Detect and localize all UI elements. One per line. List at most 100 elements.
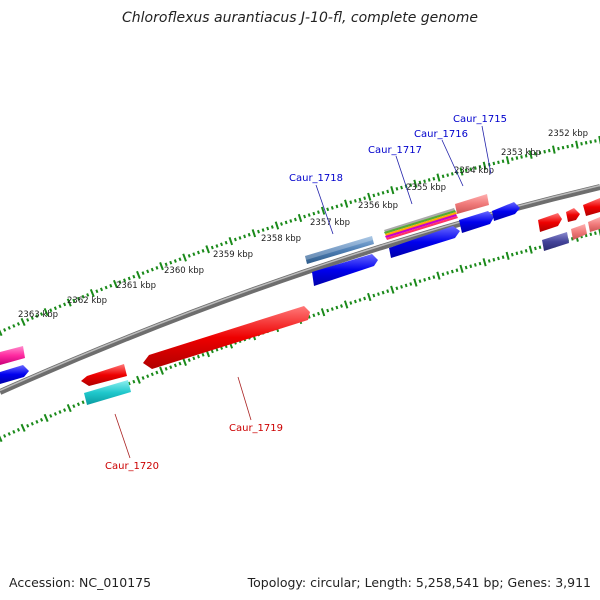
ruler-minor-tick (123, 278, 127, 283)
ruler-minor-tick (557, 146, 560, 151)
ruler-minor-tick (146, 374, 150, 378)
gene-pink-left[interactable] (0, 346, 25, 365)
ruler-major-tick (367, 192, 372, 201)
ruler-minor-tick (30, 422, 34, 426)
ruler-minor-tick (335, 305, 339, 310)
gene-navy-right[interactable] (542, 232, 569, 251)
ruler-outer (0, 135, 600, 337)
ruler-minor-tick (358, 197, 362, 202)
ruler-label-2355: 2355 kbp (406, 183, 446, 193)
ruler-minor-tick (164, 367, 168, 371)
ruler-label-2361: 2361 kbp (116, 281, 156, 291)
ruler-minor-tick (464, 168, 468, 173)
ruler-minor-tick (520, 155, 523, 159)
gene-salmon-right-b[interactable] (588, 217, 600, 232)
ruler-major-tick (112, 279, 118, 288)
ruler-minor-tick (594, 139, 597, 143)
ruler-minor-tick (95, 289, 99, 294)
ruler-minor-tick (178, 257, 182, 262)
gene-red-minus-a[interactable] (81, 364, 127, 386)
ruler-major-tick (552, 145, 556, 154)
ruler-major-tick (598, 135, 600, 145)
ruler-major-tick (274, 221, 280, 230)
ruler-minor-tick (534, 246, 537, 251)
ruler-minor-tick (53, 306, 57, 311)
gene-caur-1720[interactable] (84, 380, 131, 405)
gene-blue-plus-a[interactable] (312, 254, 378, 286)
ruler-minor-tick (30, 316, 34, 320)
ruler-minor-tick (104, 285, 108, 290)
gene-red-right-a[interactable] (538, 213, 562, 232)
ruler-minor-tick (201, 352, 205, 357)
ruler-minor-tick (427, 178, 431, 182)
ruler-major-tick (528, 245, 533, 254)
ruler-minor-tick (515, 251, 519, 256)
gene-caur-1718[interactable] (305, 236, 374, 264)
ruler-minor-tick (330, 205, 334, 210)
ruler-major-tick (505, 251, 510, 260)
ruler-minor-tick (450, 269, 454, 274)
gene-caur-1715[interactable] (492, 202, 520, 221)
ruler-minor-tick (192, 356, 196, 361)
ruler-major-tick (251, 229, 257, 238)
ruler-minor-tick (280, 222, 283, 226)
ruler-minor-tick (510, 252, 514, 257)
ruler-minor-tick (547, 148, 551, 153)
leader-caur-1719 (237, 376, 252, 421)
ruler-label-2352: 2352 kbp (548, 129, 588, 139)
ruler-minor-tick (423, 278, 427, 282)
ruler-major-tick (297, 213, 303, 223)
ruler-minor-tick (377, 192, 380, 196)
ruler-minor-tick (543, 149, 546, 154)
ruler-major-tick (482, 161, 487, 170)
ruler-minor-tick (53, 412, 57, 416)
ruler-major-tick (136, 375, 141, 384)
ruler-minor-tick (432, 275, 436, 279)
gene-label-caur-1719: Caur_1719 (229, 423, 283, 434)
ruler-label-2363: 2363 kbp (18, 310, 58, 320)
ruler-minor-tick (141, 271, 145, 275)
ruler-minor-tick (363, 196, 367, 200)
ruler-minor-tick (12, 430, 16, 434)
ruler-minor-tick (589, 140, 593, 144)
gene-label-caur-1717: Caur_1717 (368, 145, 422, 156)
gene-blue-left[interactable] (0, 365, 29, 384)
ruler-minor-tick (432, 176, 436, 181)
gene-red-right-c[interactable] (583, 198, 600, 216)
ruler-major-tick (66, 298, 72, 307)
gene-salmon-right-a[interactable] (571, 224, 587, 240)
gene-red-right-b[interactable] (566, 208, 580, 222)
ruler-major-tick (43, 308, 49, 317)
ruler-minor-tick (72, 298, 76, 303)
ruler-minor-tick (81, 294, 85, 299)
ruler-label-2353: 2353 kbp (501, 148, 541, 158)
ruler-major-tick (20, 423, 26, 432)
gene-caur-1719[interactable] (143, 306, 310, 369)
ruler-label-2358: 2358 kbp (261, 234, 301, 244)
gene-blue-plus-c[interactable] (459, 211, 494, 233)
ruler-major-tick (413, 179, 418, 188)
ruler-minor-tick (127, 381, 131, 386)
ruler-minor-tick (307, 213, 311, 217)
ruler-minor-tick (201, 249, 205, 253)
leader-caur-1718 (315, 184, 334, 235)
ruler-minor-tick (524, 249, 528, 253)
gene-caur-1716[interactable] (455, 194, 489, 214)
ruler-minor-tick (284, 220, 288, 225)
ruler-minor-tick (261, 228, 265, 232)
ruler-minor-tick (169, 260, 173, 265)
ruler-minor-tick (317, 311, 320, 316)
ruler-inner (0, 227, 600, 443)
ruler-minor-tick (257, 229, 260, 234)
ruler-minor-tick (39, 312, 44, 316)
ruler-label-2354: 2354 kbp (454, 166, 494, 176)
ruler-minor-tick (178, 361, 182, 366)
ruler-minor-tick (372, 293, 376, 298)
ruler-major-tick (66, 404, 72, 413)
gene-caur-1717[interactable] (384, 208, 458, 240)
ruler-minor-tick (589, 232, 593, 237)
ruler-minor-tick (381, 191, 385, 195)
gene-blue-plus-b[interactable] (389, 226, 460, 258)
ruler-minor-tick (469, 167, 473, 171)
ruler-minor-tick (63, 408, 67, 412)
